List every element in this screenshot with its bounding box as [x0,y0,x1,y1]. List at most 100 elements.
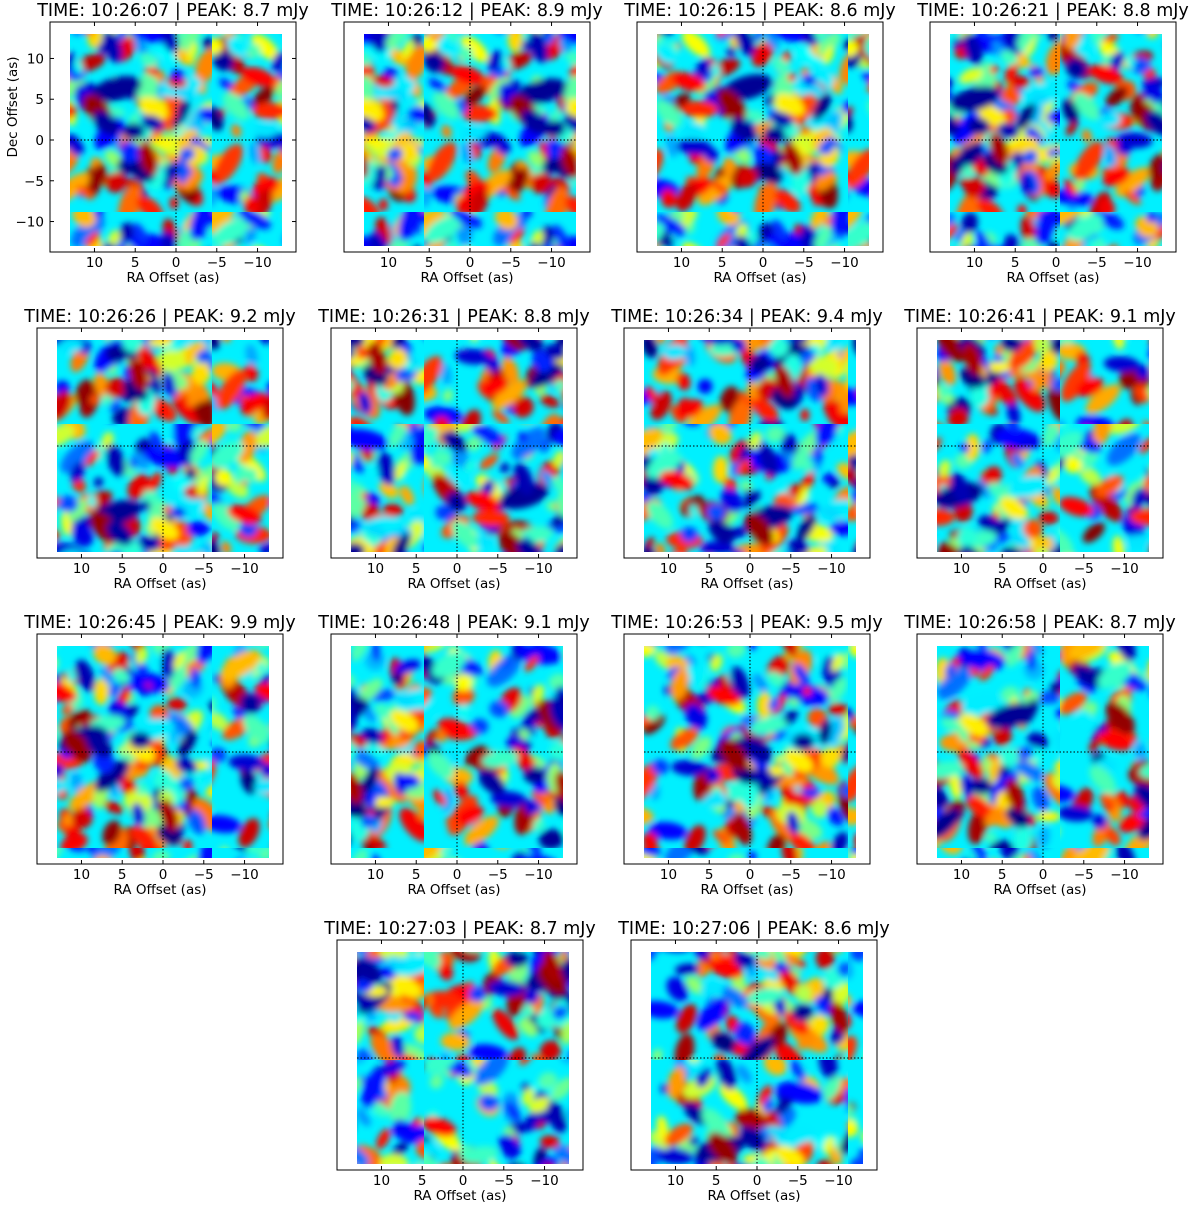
x-tick-label: −5 [194,561,214,577]
x-tick-label: −10 [817,867,846,883]
x-tick-label: 0 [453,561,462,577]
panel-title: TIME: 10:26:31 | PEAK: 8.8 mJy [317,307,590,327]
y-tick-label: 5 [35,92,44,108]
x-axis-label: RA Offset (as) [1006,270,1099,286]
x-tick-label: 10 [367,867,384,883]
heatmap-panel: TIME: 10:27:03 | PEAK: 8.7 mJy 10 5 0 −5 −10 R… [323,919,596,1204]
x-tick-label: −5 [781,561,801,577]
x-tick-label: −5 [794,255,814,271]
x-tick-label: −10 [243,255,272,271]
panels-group: TIME: 10:26:07 | PEAK: 8.7 mJy 10 5 0 −5 −10 R… [5,1,1189,1204]
heatmap-panel: TIME: 10:26:21 | PEAK: 8.8 mJy 10 5 0 −5 −10 R… [916,1,1189,286]
x-tick-label: −5 [1087,255,1107,271]
x-tick-label: 5 [425,255,434,271]
heatmap-panel: TIME: 10:26:34 | PEAK: 9.4 mJy 10 5 0 −5 −10 R… [610,307,883,592]
x-tick-label: 10 [86,255,103,271]
x-axis-label: RA Offset (as) [420,270,513,286]
x-tick-label: −5 [501,255,521,271]
x-tick-label: −10 [230,561,259,577]
panel-title: TIME: 10:27:06 | PEAK: 8.6 mJy [617,919,890,939]
panel-title: TIME: 10:26:12 | PEAK: 8.9 mJy [330,1,603,21]
x-axis-label: RA Offset (as) [407,882,500,898]
panel-title: TIME: 10:26:41 | PEAK: 9.1 mJy [903,307,1176,327]
x-tick-label: 0 [1052,255,1061,271]
heatmap-panel: TIME: 10:26:41 | PEAK: 9.1 mJy 10 5 0 −5 −10 R… [903,307,1176,592]
x-tick-label: −10 [830,255,859,271]
x-tick-label: −5 [781,867,801,883]
panel-title: TIME: 10:27:03 | PEAK: 8.7 mJy [323,919,596,939]
panel-title: TIME: 10:26:07 | PEAK: 8.7 mJy [36,1,309,21]
x-tick-label: 5 [718,255,727,271]
x-axis-label: RA Offset (as) [713,270,806,286]
heatmap-panel: TIME: 10:26:53 | PEAK: 9.5 mJy 10 5 0 −5 −10 R… [610,613,883,898]
x-tick-label: 5 [118,867,127,883]
x-tick-label: −5 [788,1173,808,1189]
panel-title: TIME: 10:26:53 | PEAK: 9.5 mJy [610,613,883,633]
x-tick-label: 5 [705,867,714,883]
x-tick-label: 5 [418,1173,427,1189]
x-tick-label: 0 [753,1173,762,1189]
x-tick-label: 10 [373,1173,390,1189]
x-tick-label: −5 [488,561,508,577]
heatmap-panel: TIME: 10:26:58 | PEAK: 8.7 mJy 10 5 0 −5 −10 R… [903,613,1176,898]
x-axis-label: RA Offset (as) [407,576,500,592]
x-tick-label: −10 [537,255,566,271]
x-tick-label: 5 [1011,255,1020,271]
x-tick-label: −5 [494,1173,514,1189]
x-tick-label: 10 [966,255,983,271]
y-tick-label: −5 [24,174,44,190]
x-tick-label: 5 [998,867,1007,883]
heatmap-panel: TIME: 10:26:26 | PEAK: 9.2 mJy 10 5 0 −5 −10 R… [23,307,296,592]
x-tick-label: 0 [159,561,168,577]
x-axis-label: RA Offset (as) [700,882,793,898]
x-axis-label: RA Offset (as) [993,576,1086,592]
y-tick-label: 0 [35,133,44,149]
x-tick-label: −10 [524,561,553,577]
x-tick-label: −10 [530,1173,559,1189]
x-tick-label: −10 [1110,867,1139,883]
x-tick-label: 5 [998,561,1007,577]
x-tick-label: −5 [194,867,214,883]
panel-title: TIME: 10:26:34 | PEAK: 9.4 mJy [610,307,883,327]
x-tick-label: 0 [159,867,168,883]
x-tick-label: 0 [1039,561,1048,577]
x-tick-label: 10 [73,867,90,883]
x-tick-label: 10 [380,255,397,271]
x-tick-label: 0 [746,561,755,577]
panel-title: TIME: 10:26:26 | PEAK: 9.2 mJy [23,307,296,327]
x-tick-label: −5 [488,867,508,883]
x-axis-label: RA Offset (as) [700,576,793,592]
x-tick-label: 5 [712,1173,721,1189]
panel-title: TIME: 10:26:58 | PEAK: 8.7 mJy [903,613,1176,633]
heatmap-panel: TIME: 10:26:45 | PEAK: 9.9 mJy 10 5 0 −5 −10 R… [23,613,296,898]
x-axis-label: RA Offset (as) [126,270,219,286]
x-tick-label: 5 [412,561,421,577]
x-tick-label: 5 [131,255,140,271]
x-axis-label: RA Offset (as) [113,576,206,592]
y-axis-label: Dec Offset (as) [5,56,21,157]
heatmap-panel: TIME: 10:26:12 | PEAK: 8.9 mJy 10 5 0 −5 −10 R… [330,1,603,286]
x-tick-label: 0 [759,255,768,271]
x-tick-label: 0 [466,255,475,271]
x-tick-label: −10 [524,867,553,883]
x-tick-label: 10 [953,867,970,883]
x-tick-label: 5 [705,561,714,577]
panel-title: TIME: 10:26:15 | PEAK: 8.6 mJy [623,1,896,21]
x-tick-label: −5 [1074,561,1094,577]
x-tick-label: 0 [453,867,462,883]
x-tick-label: 5 [412,867,421,883]
y-tick-label: 10 [27,51,44,67]
x-tick-label: 10 [673,255,690,271]
x-axis-label: RA Offset (as) [993,882,1086,898]
panel-title: TIME: 10:26:45 | PEAK: 9.9 mJy [23,613,296,633]
x-tick-label: 10 [667,1173,684,1189]
heatmap-panel: TIME: 10:26:15 | PEAK: 8.6 mJy 10 5 0 −5 −10 R… [623,1,896,286]
heatmap-panel: TIME: 10:26:07 | PEAK: 8.7 mJy 10 5 0 −5 −10 R… [5,1,309,286]
x-tick-label: 10 [660,867,677,883]
x-axis-label: RA Offset (as) [413,1188,506,1204]
y-tick-label: −10 [16,215,45,231]
x-tick-label: 10 [660,561,677,577]
x-tick-label: 0 [172,255,181,271]
x-tick-label: −5 [1074,867,1094,883]
x-tick-label: −10 [824,1173,853,1189]
